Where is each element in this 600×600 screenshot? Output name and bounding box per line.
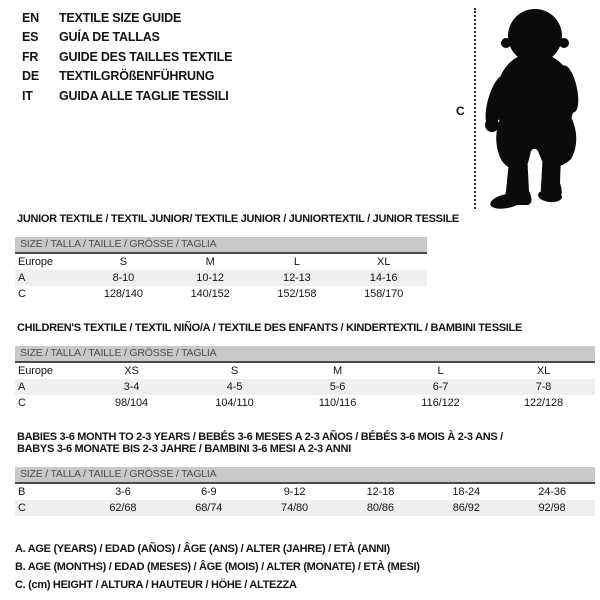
table-cell: 14-16 bbox=[369, 272, 398, 284]
language-title: GUÍA DE TALLAS bbox=[59, 30, 160, 45]
row-label: C bbox=[18, 288, 26, 300]
table-cell: 10-12 bbox=[196, 272, 224, 284]
table-cell: 140/152 bbox=[190, 288, 230, 300]
height-measure-dotted-line bbox=[474, 8, 476, 209]
section-title-line: BABYS 3-6 MONATE BIS 2-3 JAHRE / BAMBINI… bbox=[17, 443, 351, 455]
table-cell: 92/98 bbox=[538, 502, 566, 514]
size-table-rows: B 3-6 6-9 9-12 12-18 18-24 24-36 C 62/68 68/74… bbox=[15, 484, 595, 516]
table-cell: 152/158 bbox=[277, 288, 317, 300]
table-cell: 116/122 bbox=[421, 397, 460, 409]
language-title: GUIDE DES TAILLES TEXTILE bbox=[59, 49, 233, 64]
language-row: DE TEXTILGRÖßENFÜHRUNG bbox=[22, 67, 232, 86]
table-cell: XL bbox=[536, 365, 551, 377]
row-label: C bbox=[18, 397, 26, 409]
table-cell: 86/92 bbox=[452, 502, 480, 514]
table-cell: L bbox=[437, 365, 444, 377]
size-table-rows: Europe S M L XL A 8-10 10-12 12-13 14-16 C 128… bbox=[15, 254, 427, 302]
size-tables-area: JUNIOR TEXTILE / TEXTIL JUNIOR/ TEXTILE … bbox=[15, 213, 595, 594]
table-row: Europe S M L XL bbox=[15, 254, 427, 270]
table-cell: M bbox=[205, 256, 215, 268]
row-label: Europe bbox=[18, 256, 53, 268]
table-cell: 12-18 bbox=[366, 486, 395, 498]
table-cell: 80/86 bbox=[366, 502, 394, 514]
table-row: Europe XS S M L XL bbox=[15, 363, 595, 379]
language-title: TEXTILGRÖßENFÜHRUNG bbox=[59, 69, 215, 84]
language-code: DE bbox=[22, 69, 39, 84]
table-cell: 74/80 bbox=[281, 502, 309, 514]
table-cell: XL bbox=[376, 256, 391, 268]
language-row: EN TEXTILE SIZE GUIDE bbox=[22, 9, 232, 28]
table-cell: 9-12 bbox=[283, 486, 306, 498]
size-header-bar: SIZE / TALLA / TAILLE / GRÖSSE / TAGLIA bbox=[15, 467, 595, 484]
row-label: A bbox=[18, 272, 26, 284]
table-cell: 18-24 bbox=[452, 486, 481, 498]
table-cell: 6-9 bbox=[200, 486, 217, 498]
size-table-section: CHILDREN'S TEXTILE / TEXTIL NIÑO/A / TEX… bbox=[15, 322, 595, 411]
table-cell: 68/74 bbox=[195, 502, 223, 514]
table-cell: 4-5 bbox=[226, 381, 243, 393]
table-section-title: JUNIOR TEXTILE / TEXTIL JUNIOR/ TEXTILE … bbox=[17, 213, 459, 225]
table-row: C 98/104 104/110 110/116 116/122 122/128 bbox=[15, 395, 595, 411]
table-section-title: CHILDREN'S TEXTILE / TEXTIL NIÑO/A / TEX… bbox=[17, 322, 595, 334]
size-table-section: JUNIOR TEXTILE / TEXTIL JUNIOR/ TEXTILE … bbox=[15, 213, 459, 302]
table-cell: M bbox=[332, 365, 343, 377]
row-label: Europe bbox=[18, 365, 53, 377]
note-line: C. (cm) HEIGHT / ALTURA / HAUTEUR / HÖHE… bbox=[15, 579, 297, 591]
language-row: FR GUIDE DES TAILLES TEXTILE bbox=[22, 48, 232, 67]
language-code: IT bbox=[22, 88, 33, 103]
size-table-section: BABIES 3-6 MONTH TO 2-3 YEARS / BEBÉS 3-… bbox=[15, 431, 595, 516]
table-cell: 6-7 bbox=[432, 381, 449, 393]
language-title: TEXTILE SIZE GUIDE bbox=[59, 11, 182, 25]
table-cell: 122/128 bbox=[523, 397, 564, 409]
row-label: A bbox=[18, 381, 26, 393]
table-cell: XS bbox=[124, 365, 139, 377]
table-cell: 62/68 bbox=[109, 502, 137, 514]
table-cell: 24-36 bbox=[538, 486, 566, 498]
table-cell: 8-10 bbox=[112, 272, 135, 284]
table-row: C 62/68 68/74 74/80 80/86 86/92 92/98 bbox=[15, 500, 595, 516]
language-code: EN bbox=[22, 11, 39, 25]
section-title-line: JUNIOR TEXTILE / TEXTIL JUNIOR/ TEXTILE … bbox=[17, 213, 459, 225]
table-cell: L bbox=[293, 256, 300, 268]
language-code: FR bbox=[22, 49, 39, 64]
section-title-line: CHILDREN'S TEXTILE / TEXTIL NIÑO/A / TEX… bbox=[17, 322, 522, 334]
language-row: IT GUIDA ALLE TAGLIE TESSILI bbox=[22, 87, 232, 106]
table-row: B 3-6 6-9 9-12 12-18 18-24 24-36 bbox=[15, 484, 595, 500]
measurement-notes: A. AGE (YEARS) / EDAD (AÑOS) / ÂGE (ANS)… bbox=[15, 540, 595, 594]
table-cell: 110/116 bbox=[318, 397, 357, 409]
row-label: C bbox=[18, 502, 26, 514]
table-cell: S bbox=[230, 365, 239, 377]
table-cell: 158/170 bbox=[364, 288, 404, 300]
table-cell: 128/140 bbox=[103, 288, 143, 300]
table-cell: 5-6 bbox=[329, 381, 346, 393]
table-cell: 3-4 bbox=[123, 381, 140, 393]
note-line: A. AGE (YEARS) / EDAD (AÑOS) / ÂGE (ANS)… bbox=[15, 543, 390, 555]
table-cell: 12-13 bbox=[283, 272, 311, 284]
language-title: GUIDA ALLE TAGLIE TESSILI bbox=[59, 88, 229, 103]
table-cell: 104/110 bbox=[215, 397, 254, 409]
language-code: ES bbox=[22, 30, 39, 45]
height-measure-label: C bbox=[456, 104, 465, 118]
toddler-silhouette-icon bbox=[485, 9, 579, 209]
table-cell: 98/104 bbox=[114, 397, 149, 409]
table-cell: 3-6 bbox=[115, 486, 131, 498]
language-row: ES GUÍA DE TALLAS bbox=[22, 28, 232, 47]
size-header-bar: SIZE / TALLA / TAILLE / GRÖSSE / TAGLIA bbox=[15, 237, 427, 254]
table-cell: S bbox=[119, 256, 127, 268]
table-row: A 3-4 4-5 5-6 6-7 7-8 bbox=[15, 379, 595, 395]
language-title-list: EN TEXTILE SIZE GUIDE ES GUÍA DE TALLAS … bbox=[22, 9, 232, 106]
size-table-rows: Europe XS S M L XL A 3-4 4-5 5-6 6-7 7-8 C 98/10… bbox=[15, 363, 595, 411]
table-cell: 7-8 bbox=[535, 381, 552, 393]
row-label: B bbox=[18, 486, 26, 498]
size-header-bar: SIZE / TALLA / TAILLE / GRÖSSE / TAGLIA bbox=[15, 346, 595, 363]
table-section-title: BABIES 3-6 MONTH TO 2-3 YEARS / BEBÉS 3-… bbox=[17, 431, 595, 455]
section-title-line: BABIES 3-6 MONTH TO 2-3 YEARS / BEBÉS 3-… bbox=[17, 431, 503, 443]
note-line: B. AGE (MONTHS) / EDAD (MESES) / ÂGE (MO… bbox=[15, 561, 420, 573]
table-row: C 128/140 140/152 152/158 158/170 bbox=[15, 286, 427, 302]
table-row: A 8-10 10-12 12-13 14-16 bbox=[15, 270, 427, 286]
